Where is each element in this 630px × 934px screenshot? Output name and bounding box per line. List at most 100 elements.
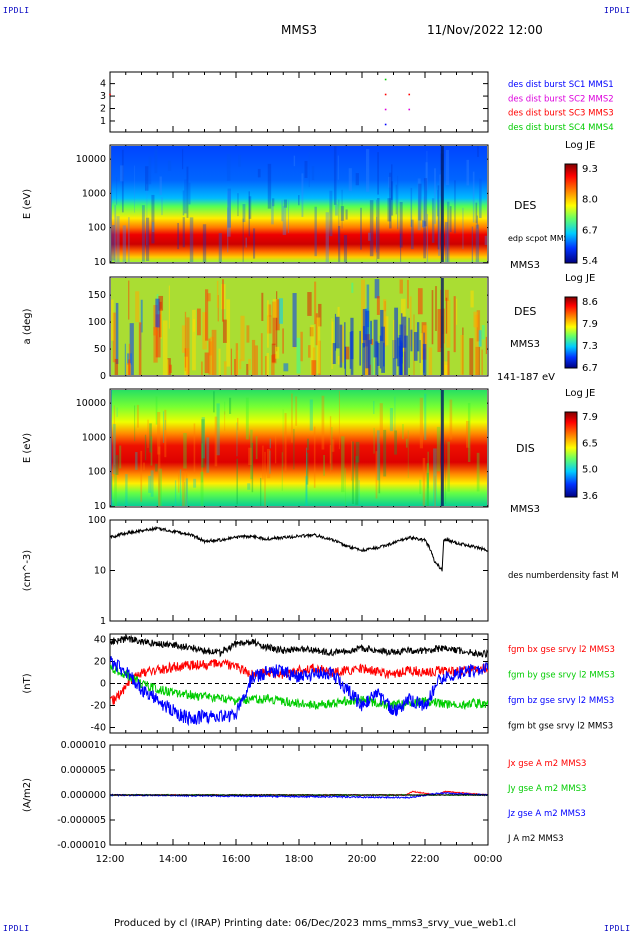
ytick-label: 3 [100,91,106,102]
colorbar-tick-label: 8.6 [582,297,598,308]
spectro-stripe [423,221,426,259]
spectro-stripe [182,470,185,506]
spectro-stripe [313,426,316,488]
spectro-stripe [420,333,423,375]
spectro-stripe [128,359,131,375]
ytick-label: 100 [88,467,106,478]
ytick-label: 10 [94,566,106,577]
spectro-stripe [235,343,239,375]
spectro-stripe [422,220,425,228]
spectro-stripe [260,333,263,375]
spectro-stripe [226,154,231,181]
spectro-stripe [224,401,226,415]
spectro-stripe [334,313,337,351]
spectro-feature-stripe [440,146,444,262]
burst-point [408,108,411,111]
spectro-stripe [311,360,317,375]
burst-point [384,93,387,96]
spectro-stripe [196,308,201,336]
spectro-stripe [177,222,179,250]
ytick-label: 0 [100,679,106,690]
spectro-stripe [467,402,471,462]
spectro-stripe [240,315,245,362]
spectro-stripe [128,343,131,375]
spectro-stripe [477,146,479,157]
spectro-stripe [145,217,150,261]
spectro-stripe [426,213,429,262]
spectro-stripe [245,397,249,440]
spectro-stripe [229,397,232,414]
xtick-label: 00:00 [474,854,503,865]
spectro-stripe [434,168,436,224]
spectro-stripe [416,322,420,352]
legend-current-entry: Jy gse A m2 MMS3 [507,784,586,794]
spectro-stripe [400,342,403,375]
ytick-label: 0.000000 [61,790,106,801]
legend-bfield-entry: fgm bx gse srvy l2 MMS3 [508,645,615,655]
spectro-stripe [375,341,379,375]
spectro-stripe [348,168,352,191]
spectro-stripe [227,190,231,237]
spectro-stripe [155,396,158,425]
spectro-stripe [205,289,209,341]
spectro-stripe [227,188,231,228]
spectro-stripe [250,429,253,480]
ytick-label: 4 [100,79,106,90]
ytick-label: -0.000010 [57,840,106,851]
spectro-stripe [351,282,354,293]
spectro-stripe [400,233,402,262]
legend-burst-entry: des dist burst SC1 MMS1 [508,80,614,90]
spectro-stripe [417,288,423,315]
burst-point [109,93,111,96]
spectro-stripe [111,224,115,261]
spectro-stripe [411,219,414,250]
xtick-label: 16:00 [222,854,251,865]
spectro-stripe [206,437,210,473]
spectro-stripe [444,289,449,301]
spectro-stripe [146,184,148,246]
series-line [110,634,488,659]
spectro-stripe [236,458,238,505]
spectro-stripe [184,311,187,368]
spectro-stripe [373,401,375,414]
colorbar-title: Log JE [565,388,595,399]
spectro-stripe [438,200,441,256]
spectro-stripe [153,326,157,336]
spectro-stripe [365,148,370,192]
spectro-stripe [407,430,409,479]
spectro-stripe [306,438,309,451]
spectro-stripe [151,194,155,244]
spectro-stripe [160,308,163,339]
spectro-stripe [282,409,284,467]
spectro-stripe [222,279,224,322]
spectro-stripe [185,478,189,506]
spectro-stripe [271,343,276,363]
spectro-stripe [426,463,429,506]
legend-current-entry: Jz gse A m2 MMS3 [507,809,586,819]
spectro-stripe [248,358,251,371]
spectro-stripe [167,160,172,171]
ytick-label: 20 [94,657,106,668]
spectro-stripe [308,151,310,188]
spectro-stripe [246,325,250,343]
panel-right-label: DES [514,199,536,212]
spectro-stripe [157,411,161,455]
colorbar-tick-label: 6.5 [582,438,598,449]
panel-density: 1 10 100 (cm^-3) [22,515,489,627]
spectro-stripe [383,342,385,367]
spectro-stripe [242,218,244,262]
spectro-stripe [305,447,308,503]
spectro-stripe [445,440,447,504]
spectro-stripe [453,296,456,353]
spectro-stripe [122,225,127,262]
spectro-stripe [111,476,113,499]
spectro-stripe [406,279,409,309]
spectro-stripe [239,359,242,370]
spectro-stripe [201,443,203,483]
spectro-stripe [179,469,182,506]
mission-title: MMS3 [281,23,317,37]
spectro-stripe [343,234,348,262]
spectro-stripe [275,346,280,359]
spectro-stripe [331,439,335,452]
spectro-stripe [200,471,204,506]
